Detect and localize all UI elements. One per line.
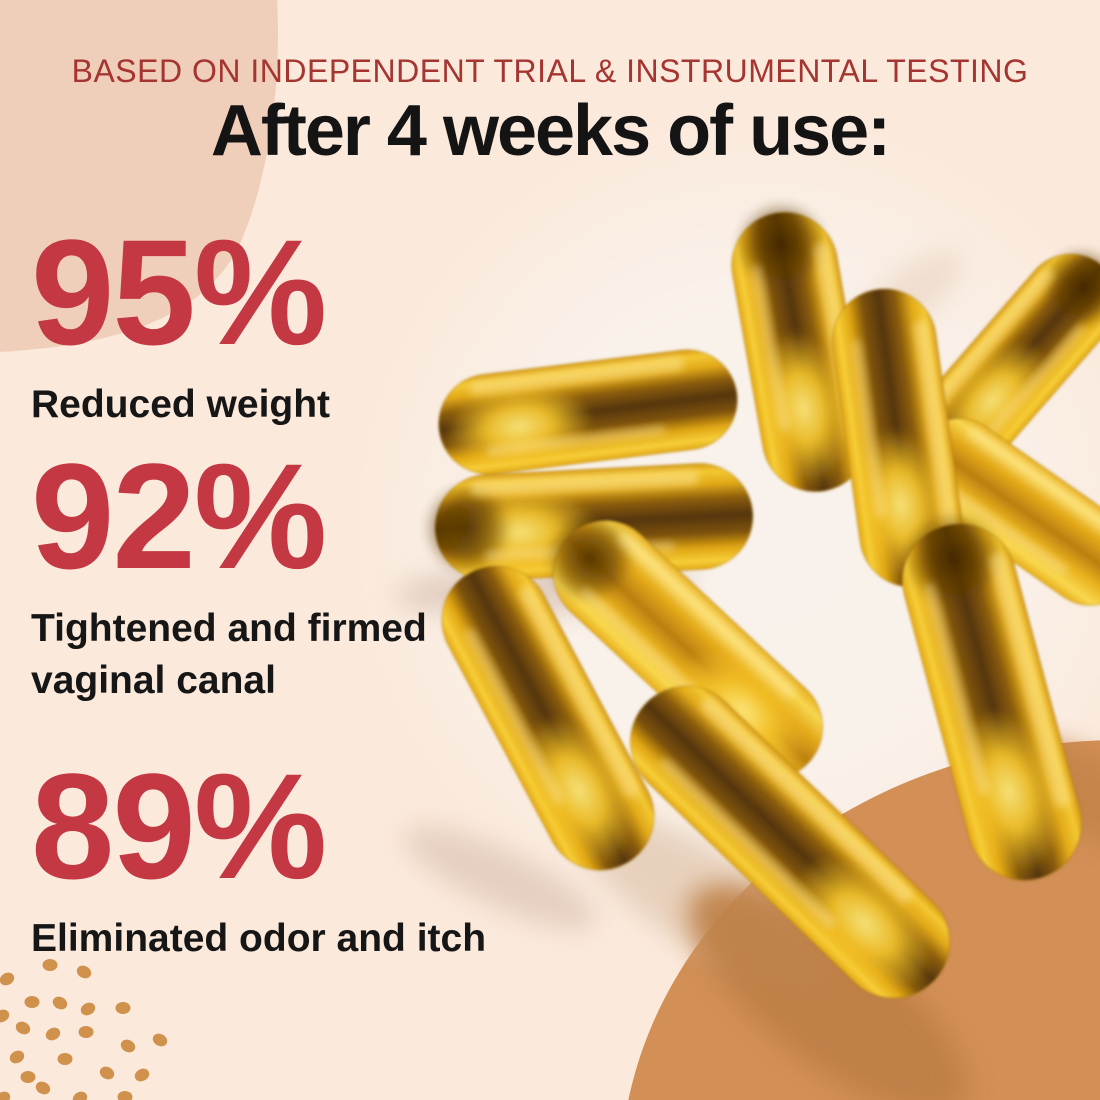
softgel-capsule xyxy=(920,246,1100,467)
capsule-highlight xyxy=(983,324,1086,441)
capsule-highlight xyxy=(470,470,699,497)
capsule-tip-glow xyxy=(957,708,1061,876)
capsule-highlight xyxy=(966,426,1100,538)
softgel-capsule xyxy=(440,564,656,872)
stat-value: 89% xyxy=(31,742,327,910)
soft-shadow xyxy=(404,826,596,930)
soft-shadow xyxy=(688,884,968,1100)
softgel-capsule xyxy=(629,684,951,1000)
capsule-highlight xyxy=(914,320,957,535)
dot xyxy=(52,996,68,1010)
capsule-highlight xyxy=(940,482,1068,575)
dots-pattern xyxy=(0,959,168,1100)
capsule-highlight xyxy=(989,553,1070,808)
dot xyxy=(72,1091,88,1100)
dot xyxy=(24,996,40,1008)
dot xyxy=(134,1068,150,1082)
dot xyxy=(0,1091,11,1100)
dot xyxy=(35,1081,51,1095)
peach-blob-decoration xyxy=(0,0,278,352)
dot xyxy=(0,972,15,986)
stat-value: 92% xyxy=(31,432,327,600)
capsule-highlight xyxy=(851,339,886,519)
dot xyxy=(120,1039,136,1053)
capsule-dark-end xyxy=(1042,246,1100,328)
dot xyxy=(115,1002,131,1014)
capsules-photo xyxy=(422,199,1100,1000)
capsule-highlight xyxy=(487,425,666,456)
capsule-highlight xyxy=(930,268,1054,408)
capsule-tip-glow xyxy=(757,329,850,488)
capsule-highlight xyxy=(751,265,790,432)
capsule-highlight xyxy=(469,356,684,396)
dot xyxy=(76,965,92,979)
dot xyxy=(57,1053,73,1065)
dot xyxy=(80,1002,96,1016)
dot xyxy=(45,1027,61,1041)
dot xyxy=(0,1009,10,1023)
stat-label: Eliminated odor and itch xyxy=(31,917,487,960)
stat-block-eliminated-odor: 89% Eliminated odor and itch xyxy=(31,751,486,965)
dot xyxy=(42,959,58,971)
softgel-capsule xyxy=(901,510,1083,882)
dot xyxy=(78,1026,94,1038)
dot xyxy=(9,1050,25,1064)
eyebrow-text: BASED ON INDEPENDENT TRIAL & INSTRUMENTA… xyxy=(71,53,1029,89)
dot xyxy=(117,1091,133,1100)
dot xyxy=(15,1021,31,1035)
softgel-capsule xyxy=(437,348,739,476)
capsule-highlight xyxy=(519,586,640,798)
stat-label: Tightened and firmed vaginal canal xyxy=(31,607,427,702)
capsule-highlight xyxy=(700,698,913,903)
dot xyxy=(20,1071,36,1083)
capsule-dark-end xyxy=(545,513,635,604)
capsule-highlight xyxy=(924,583,990,795)
stat-block-reduced-weight: 95% Reduced weight xyxy=(31,217,330,431)
capsule-highlight xyxy=(464,628,564,805)
capsule-highlight xyxy=(659,758,836,929)
capsule-highlight xyxy=(618,531,796,699)
stat-block-tightened-firmed: 92% Tightened and firmed vaginal canal xyxy=(31,441,491,707)
capsule-tip-glow xyxy=(679,648,808,773)
capsule-tip-glow xyxy=(796,856,934,991)
dot xyxy=(99,1066,115,1080)
stat-value: 95% xyxy=(31,208,327,376)
stat-label: Reduced weight xyxy=(31,383,331,426)
capsule-dark-end xyxy=(903,510,1004,607)
dot xyxy=(152,1033,168,1047)
page-title: After 4 weeks of use: xyxy=(210,91,891,171)
